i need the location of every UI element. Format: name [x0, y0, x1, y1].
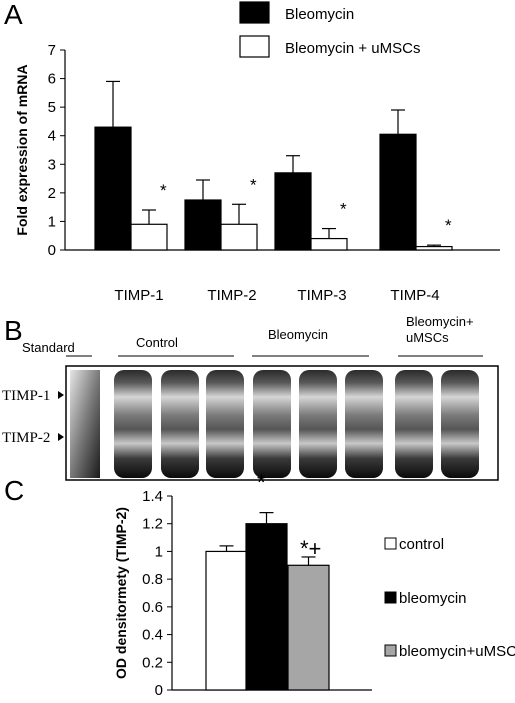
a-y-tick-label: 4	[48, 128, 56, 145]
gel-lane-sample	[206, 370, 244, 478]
c-y-tick-label: 0.8	[142, 571, 163, 588]
a-bar	[184, 199, 222, 251]
gel-arrow-timp1	[58, 391, 64, 399]
a-bar	[94, 126, 132, 251]
a-bar	[415, 245, 453, 251]
a-significance-mark: *	[340, 200, 347, 219]
a-bar	[130, 223, 168, 251]
gel-lane-sample	[345, 370, 383, 478]
a-category-label: TIMP-1	[114, 287, 163, 304]
c-legend-swatch	[384, 537, 397, 550]
a-bar	[379, 133, 417, 251]
c-bar	[205, 550, 248, 691]
a-category-label: TIMP-3	[297, 287, 346, 304]
panel-c-label: C	[4, 475, 24, 506]
c-legend-swatch	[384, 591, 397, 604]
a-legend-label: Bleomycin + uMSCs	[285, 40, 420, 57]
gel-label-control: Control	[136, 335, 178, 350]
c-significance-mark: *	[257, 470, 266, 495]
a-category-label: TIMP-4	[390, 287, 439, 304]
gel-label-bleomycin-umscs-line2: uMSCs	[406, 330, 449, 345]
c-bar	[287, 564, 330, 691]
a-y-axis-title: Fold expression of mRNA	[14, 64, 30, 235]
gel-lane-sample	[161, 370, 199, 478]
a-significance-mark: *	[160, 181, 167, 200]
gel-label-bleomycin-umscs-line1: Bleomycin+	[406, 314, 474, 329]
a-y-tick-label: 2	[48, 185, 56, 202]
a-y-tick-label: 1	[48, 213, 56, 230]
a-legend-label: Bleomycin	[285, 6, 354, 23]
c-legend-swatch	[384, 644, 397, 657]
c-legend-label: bleomycin+uMSCs	[399, 643, 515, 660]
panel-c-chart: 0 0.2 0.4 0.6 0.8 1 1.2 1.4 OD densitormety (TIM…	[113, 470, 515, 699]
gel-lane-sample	[114, 370, 152, 478]
gel-lane-sample	[253, 370, 291, 478]
c-bar	[245, 523, 288, 691]
a-y-tick-label: 6	[48, 71, 56, 88]
gel-band-label-timp2: TIMP-2	[2, 430, 50, 446]
c-y-tick-label: 1.4	[142, 488, 163, 505]
gel-label-bleomycin: Bleomycin	[268, 327, 328, 342]
a-category-label: TIMP-2	[207, 287, 256, 304]
a-significance-mark: *	[445, 216, 452, 235]
c-legend-label: bleomycin	[399, 590, 467, 607]
c-y-tick-label: 1.2	[142, 516, 163, 533]
a-legend-swatch	[239, 1, 270, 24]
c-y-tick-label: 0.4	[142, 627, 163, 644]
panel-b-gel: Standard Control Bleomycin Bleomycin+ uM…	[2, 314, 499, 481]
a-bar	[310, 237, 348, 251]
panel-b-label: B	[4, 315, 23, 346]
a-y-tick-label: 0	[48, 242, 56, 259]
c-y-axis-title: OD densitormety (TIMP-2)	[113, 507, 129, 679]
c-y-tick-label: 1	[155, 543, 163, 560]
panel-a-label: A	[4, 0, 23, 30]
gel-lane-sample	[299, 370, 337, 478]
gel-arrow-timp2	[58, 433, 64, 441]
c-y-tick-label: 0	[155, 682, 163, 699]
c-y-tick-label: 0.2	[142, 654, 163, 671]
gel-label-standard: Standard	[22, 340, 75, 355]
a-y-tick-label: 5	[48, 99, 56, 116]
a-bar	[220, 223, 258, 251]
c-y-tick-label: 0.6	[142, 599, 163, 616]
a-bar	[274, 172, 312, 251]
a-y-tick-label: 3	[48, 156, 56, 173]
panel-a-chart: 0 1 2 3 4 5 6 7 Fold expression of mRNA * TIMP-1 * T…	[14, 1, 500, 304]
a-y-tick-label: 7	[48, 42, 56, 59]
gel-band-label-timp1: TIMP-1	[2, 388, 50, 404]
c-significance-mark: *+	[300, 536, 321, 561]
a-significance-mark: *	[250, 175, 257, 194]
gel-lane-sample	[395, 370, 433, 478]
gel-lane-standard	[70, 370, 100, 478]
gel-lanes	[114, 370, 479, 478]
gel-lane-sample	[441, 370, 479, 478]
c-legend-label: control	[399, 536, 444, 553]
a-legend-swatch	[239, 35, 270, 58]
